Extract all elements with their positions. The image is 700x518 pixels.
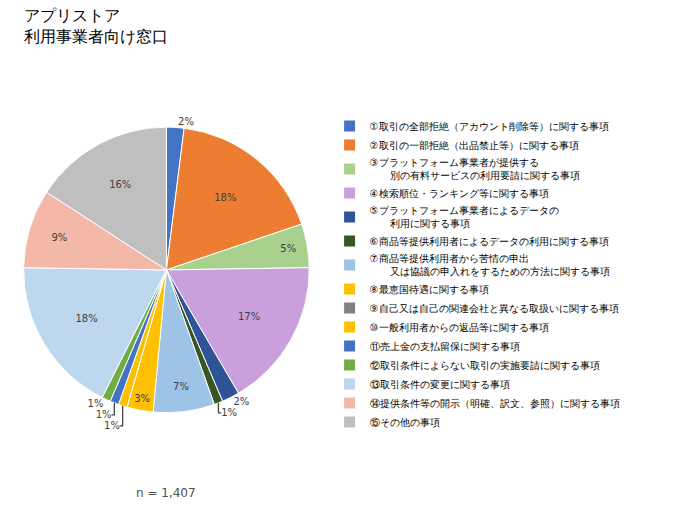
svg-text:③プラットフォーム事業者が提供する 別の有料サービスの利用: ③プラットフォーム事業者が提供する 別の有料サービスの利用要請に関する事項 [370,157,580,181]
svg-text:1%: 1% [104,420,120,431]
svg-text:⑪売上金の支払留保に関する事項: ⑪売上金の支払留保に関する事項 [370,341,520,352]
svg-text:1%: 1% [221,407,237,418]
svg-text:2%: 2% [233,396,249,407]
svg-text:1%: 1% [88,398,104,409]
svg-text:18%: 18% [214,192,236,203]
svg-text:16%: 16% [109,179,131,190]
svg-text:7%: 7% [173,381,189,392]
svg-text:3%: 3% [134,393,150,404]
svg-text:⑧最恵国待遇に関する事項: ⑧最恵国待遇に関する事項 [370,284,489,295]
svg-text:⑭提供条件等の開示（明確、訳文、参照）に関する事項: ⑭提供条件等の開示（明確、訳文、参照）に関する事項 [370,398,620,409]
svg-text:①取引の全部拒絶（アカウント削除等）に関する事項: ①取引の全部拒絶（アカウント削除等）に関する事項 [370,121,609,132]
svg-text:2%: 2% [178,116,194,127]
svg-text:⑦商品等提供利用者から苦情の申出 又は協議の申入れをするた: ⑦商品等提供利用者から苦情の申出 又は協議の申入れをするための方法に関する事項 [370,253,610,277]
svg-text:5%: 5% [280,243,296,254]
svg-text:⑤プラットフォーム事業者によるデータの 利用に関する事項: ⑤プラットフォーム事業者によるデータの 利用に関する事項 [370,205,559,229]
svg-text:18%: 18% [75,313,97,324]
svg-text:17%: 17% [238,311,260,322]
svg-text:④検索順位・ランキング等に関する事項: ④検索順位・ランキング等に関する事項 [370,188,549,199]
svg-text:⑥商品等提供利用者によるデータの利用に関する事項: ⑥商品等提供利用者によるデータの利用に関する事項 [370,236,609,247]
svg-text:⑨自己又は自己の関連会社と異なる取扱いに関する事項: ⑨自己又は自己の関連会社と異なる取扱いに関する事項 [370,303,619,314]
svg-text:⑩一般利用者からの返品等に関する事項: ⑩一般利用者からの返品等に関する事項 [370,322,549,333]
svg-text:n = 1,407: n = 1,407 [136,486,196,500]
svg-text:9%: 9% [51,232,67,243]
svg-text:1%: 1% [96,409,112,420]
svg-text:②取引の一部拒絶（出品禁止等）に関する事項: ②取引の一部拒絶（出品禁止等）に関する事項 [370,140,579,151]
svg-text:⑮その他の事項: ⑮その他の事項 [370,417,440,428]
svg-text:⑬取引条件の変更に関する事項: ⑬取引条件の変更に関する事項 [370,379,510,390]
svg-text:アプリストア利用事業者向け窓口: アプリストア利用事業者向け窓口 [24,6,168,46]
svg-text:⑫取引条件によらない取引の実施要請に関する事項: ⑫取引条件によらない取引の実施要請に関する事項 [370,360,600,371]
